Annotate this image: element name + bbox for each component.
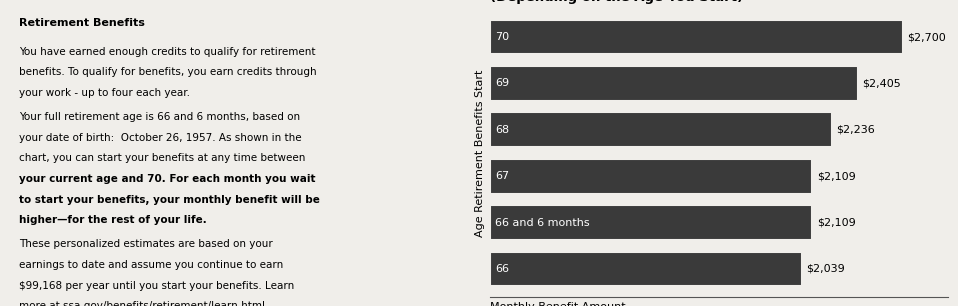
Title: Personalized Monthly Retirement Benefit Estimates
(Depending on the Age You Star: Personalized Monthly Retirement Benefit … — [490, 0, 878, 4]
Text: benefits. To qualify for benefits, you earn credits through: benefits. To qualify for benefits, you e… — [19, 67, 316, 77]
Bar — [490, 205, 812, 240]
Text: your work - up to four each year.: your work - up to four each year. — [19, 88, 190, 98]
Text: Retirement Benefits: Retirement Benefits — [19, 18, 145, 28]
Y-axis label: Age Retirement Benefits Start: Age Retirement Benefits Start — [475, 69, 485, 237]
Text: your date of birth:  October 26, 1957. As shown in the: your date of birth: October 26, 1957. As… — [19, 132, 302, 143]
Bar — [490, 20, 902, 54]
Text: You have earned enough credits to qualify for retirement: You have earned enough credits to qualif… — [19, 47, 315, 57]
Text: 66 and 6 months: 66 and 6 months — [495, 218, 590, 228]
Text: Your full retirement age is 66 and 6 months, based on: Your full retirement age is 66 and 6 mon… — [19, 112, 300, 122]
Text: earnings to date and assume you continue to earn: earnings to date and assume you continue… — [19, 260, 283, 270]
Text: higher—for the rest of your life.: higher—for the rest of your life. — [19, 215, 207, 225]
Text: $2,109: $2,109 — [817, 218, 855, 228]
Bar — [490, 66, 857, 101]
Text: $2,236: $2,236 — [836, 125, 875, 135]
Text: $2,039: $2,039 — [807, 264, 845, 274]
Text: your current age and 70. For each month you wait: your current age and 70. For each month … — [19, 174, 315, 184]
Text: $2,109: $2,109 — [817, 171, 855, 181]
Bar — [490, 159, 812, 194]
Bar — [490, 112, 832, 147]
Text: 66: 66 — [495, 264, 509, 274]
Text: 68: 68 — [495, 125, 509, 135]
Text: $99,168 per year until you start your benefits. Learn: $99,168 per year until you start your be… — [19, 281, 294, 291]
Text: $2,405: $2,405 — [862, 78, 901, 88]
Text: chart, you can start your benefits at any time between: chart, you can start your benefits at an… — [19, 153, 305, 163]
X-axis label: Monthly Benefit Amount: Monthly Benefit Amount — [490, 302, 627, 306]
Text: to start your benefits, your monthly benefit will be: to start your benefits, your monthly ben… — [19, 195, 320, 205]
Text: These personalized estimates are based on your: These personalized estimates are based o… — [19, 239, 272, 249]
Bar — [490, 252, 802, 286]
Text: 70: 70 — [495, 32, 509, 42]
Text: 69: 69 — [495, 78, 509, 88]
Text: $2,700: $2,700 — [907, 32, 946, 42]
Text: 67: 67 — [495, 171, 509, 181]
Text: more at ssa.gov/benefits/retirement/learn.html .: more at ssa.gov/benefits/retirement/lear… — [19, 301, 271, 306]
